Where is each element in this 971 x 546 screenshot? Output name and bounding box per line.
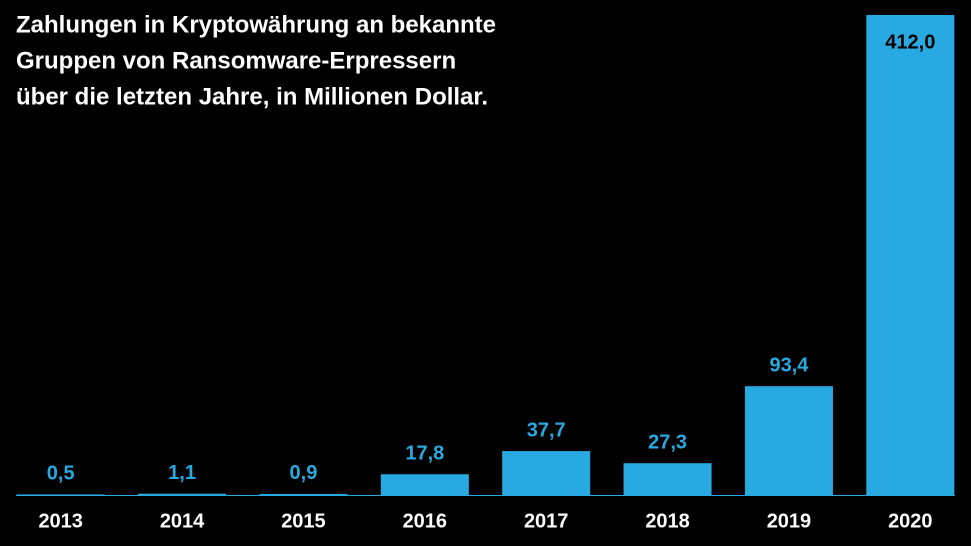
bar — [16, 494, 105, 495]
value-label: 17,8 — [405, 443, 444, 465]
x-tick-label: 2013 — [38, 510, 83, 532]
x-tick-label: 2018 — [645, 510, 690, 532]
value-label: 1,1 — [168, 462, 196, 484]
value-label: 0,5 — [47, 463, 75, 485]
value-label: 27,3 — [648, 431, 687, 453]
value-label: 0,9 — [290, 462, 318, 484]
chart-title: Gruppen von Ransomware-Erpressern — [16, 47, 456, 74]
value-label: 93,4 — [769, 354, 809, 376]
value-label: 37,7 — [527, 419, 566, 441]
x-tick-label: 2016 — [403, 510, 448, 532]
bar — [866, 15, 955, 495]
bar — [138, 493, 227, 495]
chart-title: Zahlungen in Kryptowährung an bekannte — [16, 11, 496, 38]
value-label: 412,0 — [885, 31, 935, 53]
bar — [502, 451, 591, 495]
x-tick-label: 2019 — [767, 510, 812, 532]
bar — [744, 386, 833, 495]
x-tick-label: 2017 — [524, 510, 569, 532]
chart-title: über die letzten Jahre, in Millionen Dol… — [16, 83, 488, 110]
x-tick-label: 2015 — [281, 510, 326, 532]
bar — [259, 493, 348, 495]
x-tick-label: 2020 — [888, 510, 933, 532]
bar — [380, 474, 469, 495]
bar — [623, 463, 712, 495]
x-tick-label: 2014 — [160, 510, 205, 532]
